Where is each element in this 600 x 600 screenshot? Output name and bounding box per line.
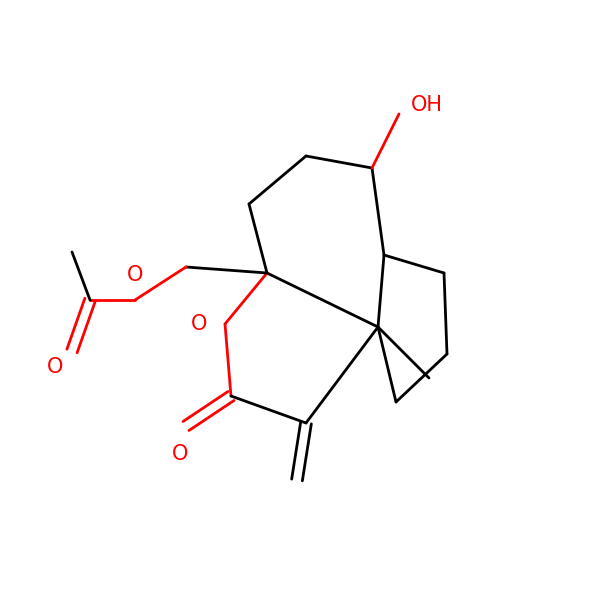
Text: OH: OH bbox=[411, 95, 443, 115]
Text: O: O bbox=[127, 265, 143, 285]
Text: O: O bbox=[172, 444, 188, 464]
Text: O: O bbox=[47, 357, 63, 377]
Text: O: O bbox=[191, 314, 207, 334]
